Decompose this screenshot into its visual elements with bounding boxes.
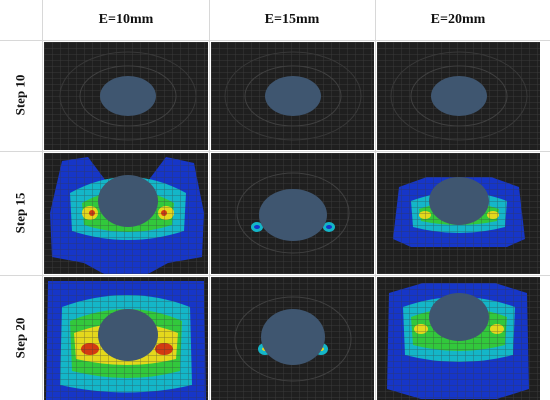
mesh-cell-step15-e10 — [44, 153, 208, 274]
separator-line — [0, 151, 550, 152]
mesh-plot — [44, 277, 208, 400]
hole-shape — [429, 177, 489, 225]
hole-shape — [100, 76, 156, 116]
mesh-cell-step15-e15 — [211, 153, 374, 274]
mesh-plot — [44, 42, 208, 150]
mesh-cell-step10-e20 — [377, 42, 540, 150]
mesh-plot — [44, 153, 208, 274]
mesh-cell-step10-e10 — [44, 42, 208, 150]
separator-line — [375, 0, 376, 400]
column-header-e20: E=20mm — [430, 12, 486, 27]
hole-shape — [261, 309, 325, 365]
hole-shape — [98, 175, 158, 227]
separator-line — [209, 0, 210, 400]
separator-line — [0, 275, 550, 276]
mesh-cell-step20-e10 — [44, 277, 208, 400]
mesh-cell-step15-e20 — [377, 153, 540, 274]
mesh-plot — [211, 42, 374, 150]
separator-line — [42, 0, 43, 400]
mesh-plot — [377, 153, 540, 274]
mesh-plot — [211, 277, 374, 400]
mesh-plot — [377, 42, 540, 150]
hole-shape — [259, 189, 327, 241]
separator-line — [0, 40, 550, 41]
column-header-e10: E=10mm — [98, 12, 154, 27]
mesh-cell-step20-e20 — [377, 277, 540, 400]
mesh-plot — [211, 153, 374, 274]
hole-shape — [431, 76, 487, 116]
column-header-e15: E=15mm — [264, 12, 320, 27]
mesh-cell-step10-e15 — [211, 42, 374, 150]
mesh-cell-step20-e15 — [211, 277, 374, 400]
hole-shape — [265, 76, 321, 116]
mesh-plot — [377, 277, 540, 400]
row-header-step10: Step 10 — [12, 74, 27, 116]
row-header-step15: Step 15 — [12, 192, 27, 234]
hole-shape — [98, 309, 158, 361]
hole-shape — [429, 293, 489, 341]
row-header-step20: Step 20 — [12, 317, 27, 359]
